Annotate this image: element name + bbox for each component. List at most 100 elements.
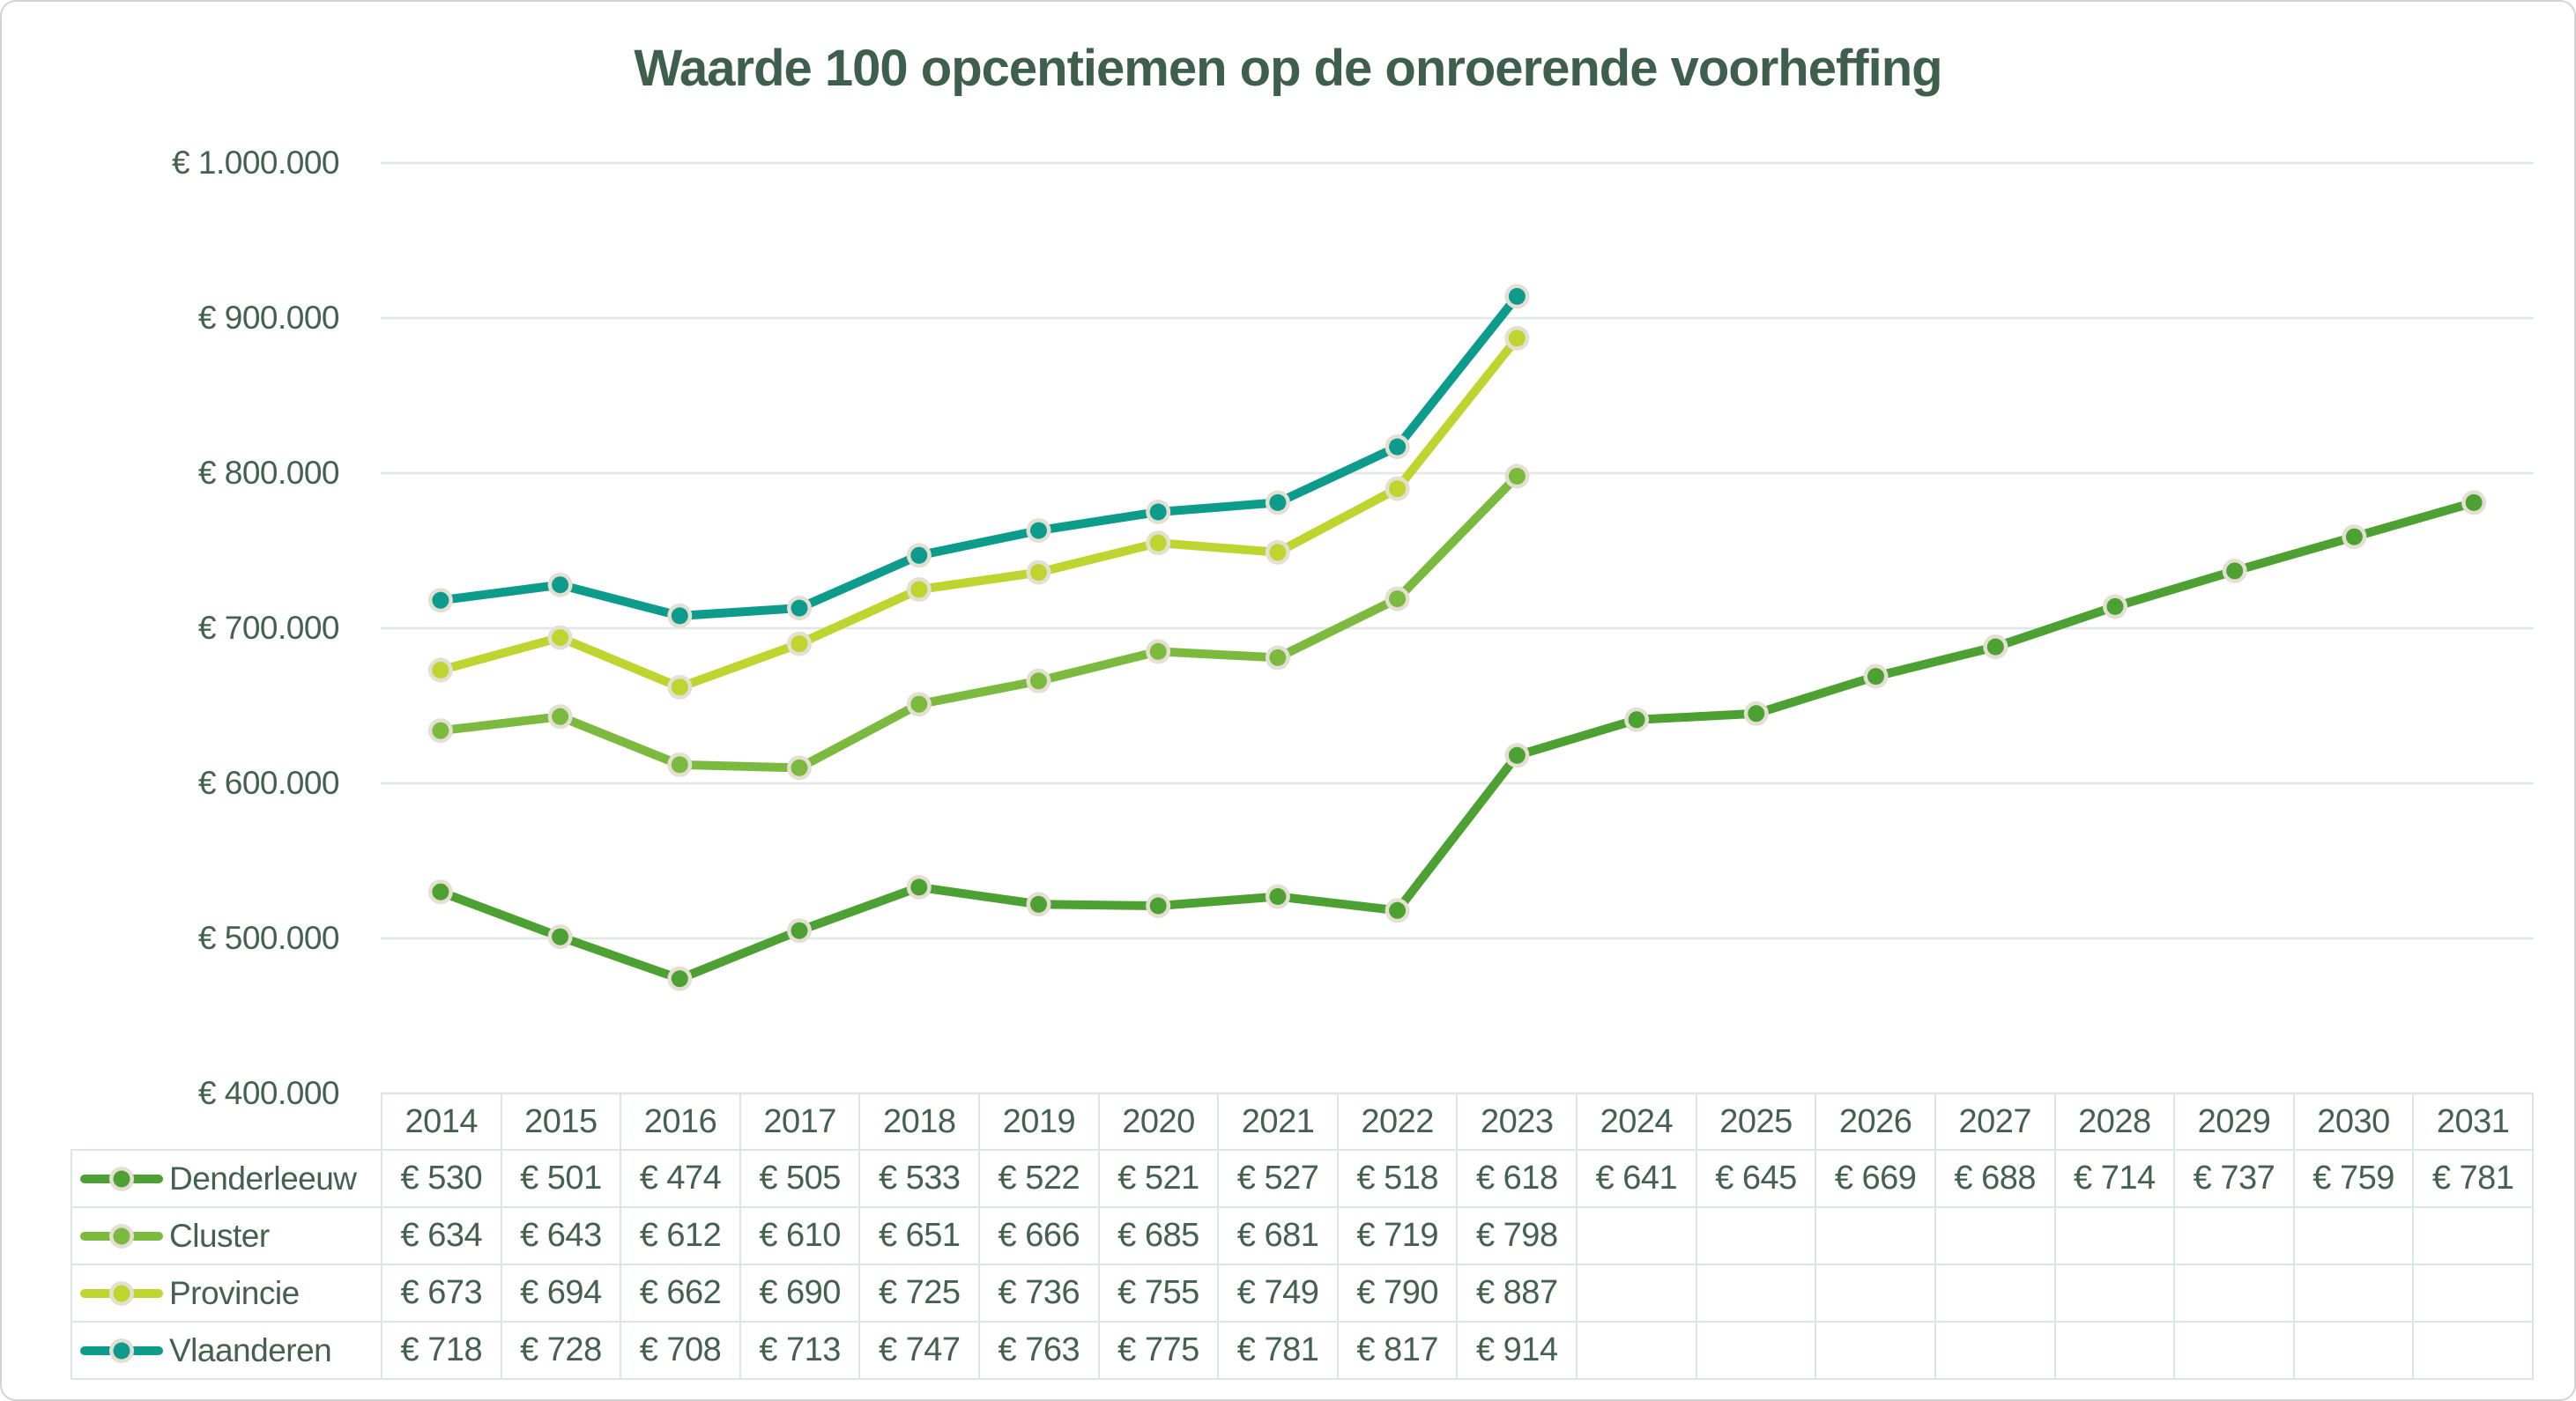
value-cell [2173,1206,2295,1265]
data-point-marker [1389,590,1407,608]
data-point-marker [1986,638,2004,656]
year-header: 2021 [1217,1093,1339,1151]
value-cell: € 763 [978,1321,1100,1380]
data-point-marker [1748,705,1765,723]
legend-item-provincie: Provincie [71,1264,382,1323]
series-line [435,333,1522,692]
data-point-marker [2345,528,2363,545]
data-point-marker [552,576,569,594]
y-axis-tick-label: € 800.000 [197,455,340,491]
legend-item-denderleeuw: Denderleeuw [71,1149,382,1208]
value-cell [2292,1321,2415,1380]
value-cell: € 651 [858,1206,981,1265]
data-point-marker [671,756,688,774]
value-cell: € 643 [500,1206,622,1265]
data-point-marker [432,722,449,739]
value-cell [1695,1264,1817,1323]
value-cell: € 708 [620,1321,741,1380]
year-header: 2014 [381,1093,502,1151]
value-cell: € 759 [2292,1149,2415,1208]
value-cell: € 645 [1695,1149,1817,1208]
data-point-marker [1269,649,1287,666]
value-cell: € 755 [1097,1264,1220,1323]
series-line [435,292,1522,620]
value-cell: € 501 [500,1149,622,1208]
value-cell: € 618 [1456,1149,1578,1208]
year-header: 2030 [2292,1093,2415,1151]
value-cell [2412,1321,2534,1380]
value-cell: € 713 [739,1321,861,1380]
value-cell: € 775 [1097,1321,1220,1380]
value-cell: € 914 [1456,1321,1578,1380]
y-axis-tick-label: € 400.000 [197,1075,340,1111]
value-cell [2292,1206,2415,1265]
value-cell: € 666 [978,1206,1100,1265]
y-axis-tick-label: € 700.000 [197,610,340,646]
value-cell: € 521 [1097,1149,1220,1208]
year-header: 2016 [620,1093,741,1151]
data-table: 2014 2015 2016 2017 2018 2019 2020 2021 2022 2023… [71,1093,2534,1380]
data-point-marker [910,546,928,564]
year-header: 2020 [1097,1093,1220,1151]
value-cell: € 530 [381,1149,502,1208]
data-point-marker [1269,493,1287,511]
data-point-marker [791,635,808,653]
value-cell [2412,1264,2534,1323]
value-cell: € 474 [620,1149,741,1208]
data-point-marker [910,878,928,896]
data-point-marker [2465,493,2483,511]
series-denderleeuw [427,490,2487,991]
series-line [435,498,2479,983]
year-header: 2015 [500,1093,622,1151]
series-marker-icon [80,1281,163,1307]
data-point-marker [1389,901,1407,919]
series-label: Cluster [169,1218,270,1255]
legend-item-vlaanderen: Vlaanderen [71,1321,382,1380]
value-cell: € 669 [1815,1149,1936,1208]
year-header: 2017 [739,1093,861,1151]
data-point-marker [1030,672,1047,690]
value-cell: € 518 [1336,1149,1459,1208]
year-header: 2019 [978,1093,1100,1151]
legend-item-cluster: Cluster [71,1206,382,1265]
value-cell [1934,1321,2056,1380]
value-cell: € 685 [1097,1206,1220,1265]
value-cell: € 817 [1336,1321,1459,1380]
data-point-marker [1149,503,1167,521]
value-cell [1576,1264,1697,1323]
year-header: 2022 [1336,1093,1459,1151]
y-axis-tick-label: € 500.000 [197,920,340,956]
table-header-row: 2014 2015 2016 2017 2018 2019 2020 2021 2022 2023… [71,1093,2534,1151]
data-point-marker [791,599,808,617]
data-point-marker [2226,562,2244,580]
value-cell [2053,1321,2176,1380]
value-cell: € 718 [381,1321,502,1380]
data-point-marker [910,581,928,598]
data-point-marker [671,970,688,988]
series-label: Vlaanderen [169,1332,332,1369]
series-markers [427,463,1530,781]
value-cell [2173,1264,2295,1323]
table-row: Denderleeuw € 530 € 501 € 474 € 505 € 533 € 52… [71,1149,2534,1208]
year-header: 2026 [1815,1093,1936,1151]
y-axis-tick-label: € 1.000.000 [172,145,339,181]
data-point-marker [1149,642,1167,660]
series-provincie [427,325,1530,700]
value-cell [1695,1321,1817,1380]
value-cell: € 527 [1217,1149,1339,1208]
data-point-marker [1030,895,1047,913]
data-point-marker [1867,668,1884,686]
year-header: 2023 [1456,1093,1578,1151]
data-point-marker [432,591,449,609]
year-header: 2028 [2053,1093,2176,1151]
value-cell: € 690 [739,1264,861,1323]
data-point-marker [552,708,569,725]
year-header: 2024 [1576,1093,1697,1151]
value-cell [1695,1206,1817,1265]
value-cell: € 736 [978,1264,1100,1323]
data-point-marker [1508,330,1526,347]
data-point-marker [2106,597,2124,615]
data-point-marker [432,662,449,678]
